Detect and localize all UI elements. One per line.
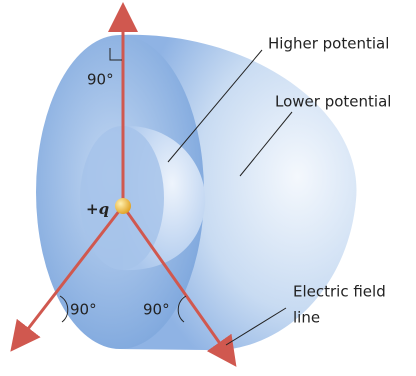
angle-left: 90°: [70, 301, 97, 319]
label-field-1: Electric field: [293, 283, 386, 301]
label-higher: Higher potential: [268, 35, 389, 53]
charge: [115, 198, 131, 214]
angle-right: 90°: [143, 301, 170, 319]
label-charge: +q: [86, 200, 109, 218]
label-lower: Lower potential: [275, 93, 391, 111]
label-field-2: line: [293, 309, 320, 327]
diagram: Higher potential Lower potential Electri…: [0, 0, 416, 372]
angle-top: 90°: [87, 71, 114, 89]
